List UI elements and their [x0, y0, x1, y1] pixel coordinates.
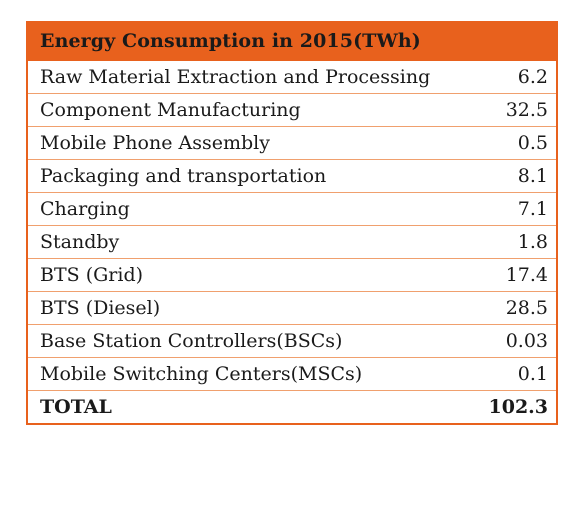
row-value: 28.5: [477, 291, 558, 325]
row-value: 6.2: [477, 60, 558, 94]
row-value: 0.5: [477, 126, 558, 160]
row-value: 32.5: [477, 93, 558, 127]
row-label: Mobile Phone Assembly: [26, 126, 477, 160]
energy-consumption-table: Energy Consumption in 2015(TWh) Raw Mate…: [26, 21, 558, 425]
row-label: Raw Material Extraction and Processing: [26, 60, 477, 94]
table-row: Charging 7.1: [26, 192, 558, 226]
row-value: 17.4: [477, 258, 558, 292]
table-row: Mobile Switching Centers(MSCs) 0.1: [26, 357, 558, 391]
row-value: 1.8: [477, 225, 558, 259]
row-value: 0.1: [477, 357, 558, 391]
table-row: Packaging and transportation 8.1: [26, 159, 558, 193]
row-label: BTS (Grid): [26, 258, 477, 292]
table-row: Standby 1.8: [26, 225, 558, 259]
total-row: TOTAL 102.3: [26, 390, 558, 425]
table-header-row: Energy Consumption in 2015(TWh): [26, 21, 558, 61]
table-row: BTS (Grid) 17.4: [26, 258, 558, 292]
row-value: 7.1: [477, 192, 558, 226]
row-value: 0.03: [477, 324, 558, 358]
table-row: BTS (Diesel) 28.5: [26, 291, 558, 325]
table-row: Mobile Phone Assembly 0.5: [26, 126, 558, 160]
row-value: 8.1: [477, 159, 558, 193]
row-label: Standby: [26, 225, 477, 259]
table-row: Raw Material Extraction and Processing 6…: [26, 60, 558, 94]
energy-table-container: Energy Consumption in 2015(TWh) Raw Mate…: [26, 21, 558, 425]
row-label: BTS (Diesel): [26, 291, 477, 325]
table-row: Component Manufacturing 32.5: [26, 93, 558, 127]
total-label: TOTAL: [26, 390, 477, 425]
total-value: 102.3: [477, 390, 558, 425]
table-row: Base Station Controllers(BSCs) 0.03: [26, 324, 558, 358]
row-label: Base Station Controllers(BSCs): [26, 324, 477, 358]
row-label: Packaging and transportation: [26, 159, 477, 193]
row-label: Mobile Switching Centers(MSCs): [26, 357, 477, 391]
row-label: Charging: [26, 192, 477, 226]
row-label: Component Manufacturing: [26, 93, 477, 127]
table-title: Energy Consumption in 2015(TWh): [26, 21, 558, 61]
